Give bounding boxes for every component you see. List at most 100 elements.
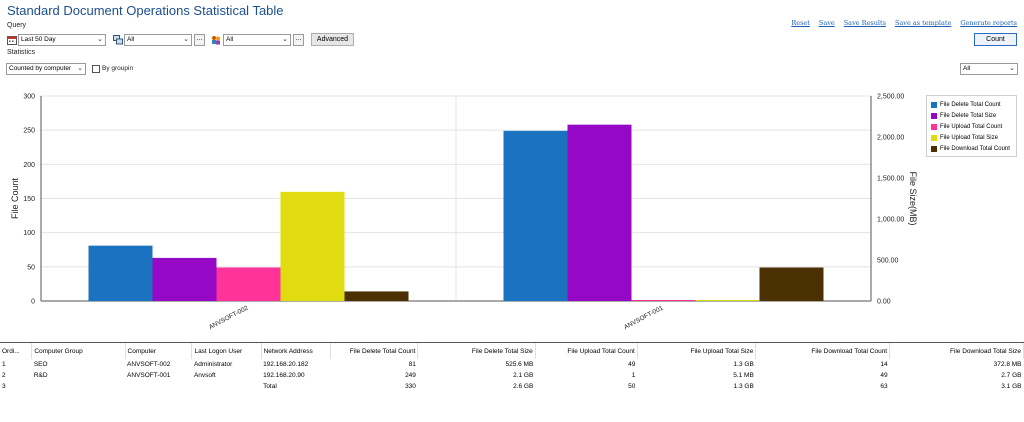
table-row[interactable]: 2 R&D ANVSOFT-001 Anvsoft 192.168.20.90 … bbox=[0, 370, 1024, 381]
computer-icon bbox=[113, 35, 123, 45]
y2-axis-title: File Size(MB) bbox=[908, 171, 918, 225]
table-cell: 49 bbox=[628, 361, 636, 368]
chart-bar[interactable] bbox=[280, 191, 345, 301]
chart-bar[interactable] bbox=[344, 291, 409, 301]
table-cell: 192.168.20.182 bbox=[263, 361, 309, 368]
table-row[interactable]: 1 SEO ANVSOFT-002 Administrator 192.168.… bbox=[0, 359, 1024, 370]
table-cell: 1 bbox=[2, 361, 6, 368]
table-cell: 525.6 MB bbox=[505, 361, 534, 368]
table-cell: 2.7 GB bbox=[1001, 372, 1022, 379]
table-cell: 249 bbox=[405, 372, 416, 379]
statistics-mode-select[interactable]: Counted by computer ⌄ bbox=[6, 63, 86, 75]
user-select[interactable]: All ⌄ bbox=[223, 34, 291, 46]
column-header[interactable]: File Download Total Size bbox=[889, 343, 1024, 359]
chart-bar[interactable] bbox=[759, 267, 824, 301]
query-label: Query bbox=[7, 22, 27, 29]
legend-swatch bbox=[931, 123, 937, 130]
user-browse-button[interactable]: ... bbox=[293, 34, 304, 46]
table-cell: 49 bbox=[880, 372, 888, 379]
chart-bar[interactable] bbox=[88, 245, 153, 301]
chart-bar[interactable] bbox=[567, 124, 632, 301]
legend-swatch bbox=[931, 145, 937, 152]
save-results-link[interactable]: Save Results bbox=[843, 19, 886, 27]
table-cell: 2.6 GB bbox=[513, 383, 534, 390]
by-grouping-checkbox[interactable] bbox=[92, 65, 100, 73]
calendar-icon bbox=[7, 36, 17, 45]
y-axis-title: File Count bbox=[10, 177, 20, 219]
y2-tick-label: 500.00 bbox=[877, 258, 899, 265]
series-filter-select[interactable]: All ⌄ bbox=[960, 63, 1018, 75]
legend-item[interactable]: File Delete Total Count bbox=[931, 99, 1016, 110]
table-cell: 50 bbox=[628, 383, 636, 390]
table-cell: ANVSOFT-002 bbox=[127, 361, 171, 368]
legend-item[interactable]: File Upload Total Size bbox=[931, 132, 1016, 143]
table-cell: 1.3 GB bbox=[733, 361, 754, 368]
table-cell: 5.1 MB bbox=[733, 372, 754, 379]
chart-bar[interactable] bbox=[503, 130, 568, 301]
count-button[interactable]: Count bbox=[974, 33, 1017, 46]
table-cell: SEO bbox=[33, 361, 48, 368]
y-tick-label: 100 bbox=[23, 230, 35, 237]
y-tick-label: 250 bbox=[23, 128, 35, 135]
table-cell bbox=[125, 381, 192, 392]
save-link[interactable]: Save bbox=[818, 19, 835, 27]
chart-bar[interactable] bbox=[216, 267, 281, 301]
column-header[interactable]: File Delete Total Count bbox=[330, 343, 419, 359]
computer-browse-button[interactable]: ... bbox=[194, 34, 205, 46]
column-header[interactable]: Last Logon User bbox=[191, 343, 262, 359]
table-cell: 372.8 MB bbox=[993, 361, 1022, 368]
y2-tick-label: 0.00 bbox=[877, 299, 891, 306]
y2-tick-label: 1,000.00 bbox=[877, 217, 904, 224]
page-title: Standard Document Operations Statistical… bbox=[7, 3, 284, 18]
legend-swatch bbox=[931, 112, 937, 119]
column-header[interactable]: File Delete Total Size bbox=[417, 343, 536, 359]
table-cell: Total bbox=[263, 383, 277, 390]
table-cell: 63 bbox=[880, 383, 888, 390]
time-range-select[interactable]: Last 50 Day ⌄ bbox=[18, 34, 106, 46]
chart-bar[interactable] bbox=[152, 257, 217, 301]
table-cell: 330 bbox=[405, 383, 416, 390]
reset-link[interactable]: Reset bbox=[791, 19, 810, 27]
table-cell: 14 bbox=[880, 361, 888, 368]
table-cell: 192.168.20.90 bbox=[263, 372, 305, 379]
column-header[interactable]: Computer Group bbox=[31, 343, 126, 359]
table-cell: 81 bbox=[408, 361, 416, 368]
computer-select[interactable]: All ⌄ bbox=[124, 34, 192, 46]
column-header[interactable]: Network Address bbox=[261, 343, 331, 359]
column-header[interactable]: File Upload Total Size bbox=[637, 343, 757, 359]
generate-reports-link[interactable]: Generate reports bbox=[960, 19, 1017, 27]
x-tick-label: ANVSOFT-002 bbox=[208, 304, 250, 331]
y2-tick-label: 2,000.00 bbox=[877, 135, 904, 142]
table-cell bbox=[192, 381, 261, 392]
column-header[interactable]: File Download Total Count bbox=[755, 343, 891, 359]
save-as-template-link[interactable]: Save as template bbox=[894, 19, 952, 27]
table-cell: 1.3 GB bbox=[733, 383, 754, 390]
by-grouping-label: By groupin bbox=[102, 65, 134, 72]
y-tick-label: 150 bbox=[23, 196, 35, 203]
y-tick-label: 200 bbox=[23, 162, 35, 169]
column-header[interactable]: Computer bbox=[125, 343, 193, 359]
chart-legend: File Delete Total Count File Delete Tota… bbox=[926, 95, 1017, 157]
legend-swatch bbox=[931, 101, 937, 108]
advanced-button[interactable]: Advanced bbox=[311, 33, 354, 46]
table-cell: 2 bbox=[2, 372, 6, 379]
legend-item[interactable]: File Upload Total Count bbox=[931, 121, 1016, 132]
table-cell: Administrator bbox=[193, 361, 233, 368]
table-cell: Anvsoft bbox=[193, 372, 216, 379]
table-header-row: Ordi... Computer Group Computer Last Log… bbox=[0, 343, 1024, 359]
column-header[interactable]: File Upload Total Count bbox=[535, 343, 638, 359]
legend-item[interactable]: File Delete Total Size bbox=[931, 110, 1016, 121]
chart-bar[interactable] bbox=[631, 300, 696, 301]
legend-item[interactable]: File Download Total Count bbox=[931, 143, 1016, 154]
users-icon bbox=[212, 36, 220, 45]
table-cell: 3.1 GB bbox=[1001, 383, 1022, 390]
statistics-chart: 0 50 100 150 200 250 300 0.00 500.00 1,000.00 1,50… bbox=[10, 94, 918, 332]
y2-tick-label: 2,500.00 bbox=[877, 94, 904, 101]
table-row[interactable]: 3 Total 330 2.6 GB 50 1.3 GB 63 3.1 GB bbox=[0, 381, 1024, 392]
table-cell: 3 bbox=[2, 383, 6, 390]
table-cell bbox=[32, 381, 125, 392]
legend-swatch bbox=[931, 134, 937, 141]
chart-bar[interactable] bbox=[695, 300, 760, 301]
column-header[interactable]: Ordi... bbox=[0, 343, 33, 359]
statistics-label: Statistics bbox=[7, 49, 36, 56]
